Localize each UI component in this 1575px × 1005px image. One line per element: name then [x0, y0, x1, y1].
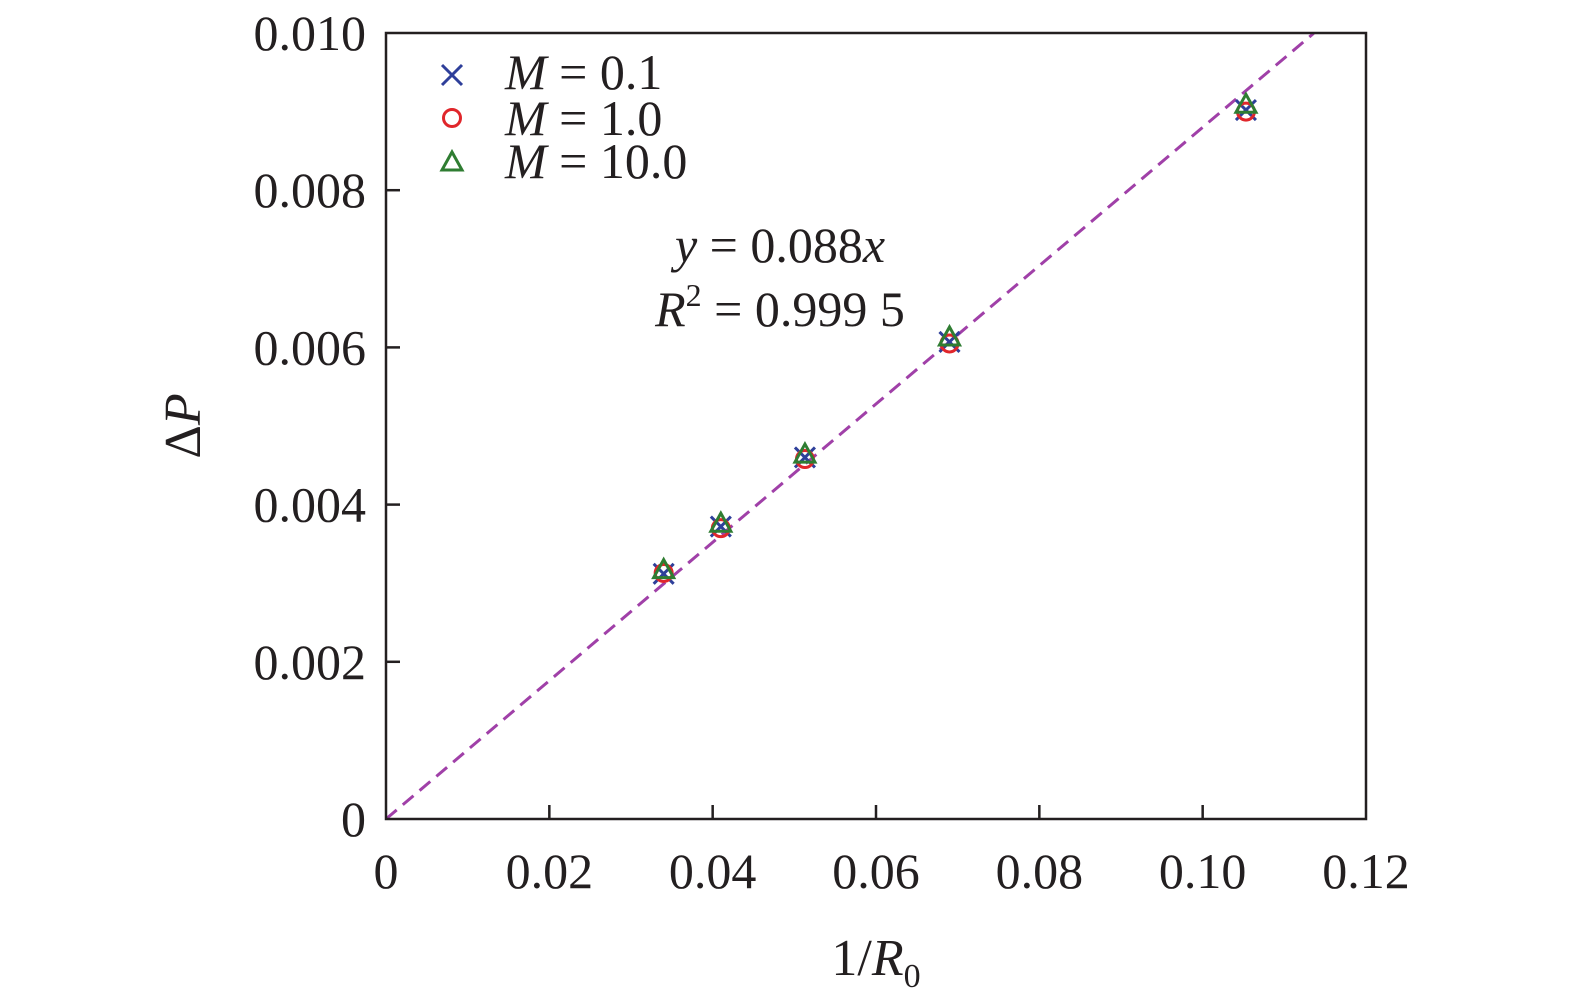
data-point-series-3 [936, 323, 963, 347]
x-tick-label: 0.04 [669, 843, 757, 899]
x-tick-label: 0.02 [506, 843, 594, 899]
y-tick-label: 0.008 [254, 162, 367, 218]
legend-marker-m-1.0 [442, 108, 462, 128]
x-tick-label: 0.12 [1322, 843, 1410, 899]
x-tick-label: 0 [374, 843, 399, 899]
x-tick-label: 0.06 [832, 843, 920, 899]
data-point-series-3 [792, 440, 818, 464]
x-tick-label: 0.08 [996, 843, 1084, 899]
fit-equation: y = 0.088x [670, 217, 885, 273]
y-tick-label: 0.010 [254, 5, 367, 61]
legend-label-m-0.1: M = 0.1 [504, 44, 662, 100]
y-tick-label: 0.002 [254, 634, 367, 690]
x-tick-label: 0.10 [1159, 843, 1247, 899]
fit-r-squared: R2 = 0.999 5 [654, 277, 905, 337]
y-tick-label: 0 [341, 791, 366, 847]
fit-line [385, 32, 1315, 821]
legend: M = 0.1 M = 1.0 M = 10.0 [439, 44, 687, 189]
data-point-series-3 [651, 556, 677, 580]
data-point-series-3 [1233, 91, 1259, 114]
legend-label-m-1.0: M = 1.0 [504, 90, 662, 146]
y-tick-label: 0.004 [254, 477, 367, 533]
y-tick-label: 0.006 [254, 319, 367, 375]
legend-marker-m-10.0 [439, 148, 465, 172]
data-point-series-3 [708, 510, 734, 533]
y-axis-title: ΔP [155, 393, 212, 458]
x-axis-title: 1/R0 [831, 930, 920, 995]
legend-marker-m-0.1 [440, 63, 464, 87]
legend-label-m-10.0: M = 10.0 [504, 133, 687, 189]
